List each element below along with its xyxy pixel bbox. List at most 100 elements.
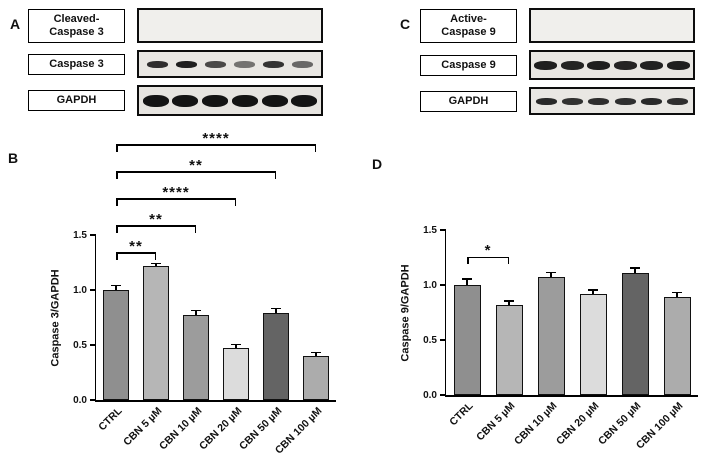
significance-bracket [116,171,276,173]
significance-bracket-end [116,145,118,152]
error-bar [634,267,636,273]
significance-bracket [116,144,316,146]
significance-bracket-end [116,226,118,233]
blot-label: Active- Caspase 9 [420,8,517,43]
significance-label: * [484,242,492,260]
blot-band [560,60,584,70]
y-tick-label: 1.0 [423,280,437,291]
western-blot-panel-c: Active- Caspase 9 Caspase 9 GAPDH [420,8,695,122]
significance-bracket-end [154,253,156,260]
blot-label: Caspase 9 [420,54,517,76]
significance-label: ** [129,237,143,255]
significance-bracket-end [116,199,118,206]
error-bar-cap [111,284,121,286]
blot-image [529,87,695,115]
blot-band [613,60,637,70]
significance-bracket-end [507,258,509,265]
error-bar-cap [588,289,598,291]
panel-a-letter: A [10,16,21,32]
blot-image [529,50,695,80]
blot-row: GAPDH [28,85,323,116]
blot-band [292,60,313,68]
blot-label: Cleaved- Caspase 3 [28,8,125,43]
y-tick-label: 1.5 [423,225,437,236]
y-axis-title: Caspase 3/GAPDH [49,268,61,367]
error-bar-cap [546,271,556,274]
bar [263,313,289,400]
significance-bracket-end [234,199,236,206]
significance-bracket [116,198,236,200]
error-bar-cap [151,262,161,264]
error-bar-cap [191,309,201,312]
x-axis [94,400,336,402]
y-tick-label: 0.0 [423,390,437,401]
blot-band [176,60,197,68]
error-bar [275,307,277,314]
error-bar-cap [311,351,321,354]
blot-image [137,50,323,78]
blot-row: Cleaved- Caspase 3 [28,8,323,43]
y-tick [439,284,445,286]
y-axis-title: Caspase 9/GAPDH [399,263,411,362]
significance-bracket-end [274,172,276,179]
panel-d-letter: D [372,156,383,172]
blot-row: Caspase 9 [420,50,695,80]
blot-band [147,60,168,68]
error-bar-cap [630,267,640,269]
y-tick [89,234,95,236]
error-bar [466,278,468,285]
blot-band [261,94,288,107]
error-bar-cap [462,278,472,280]
y-axis [444,229,446,395]
blot-band [562,97,584,105]
blot-band [614,97,636,105]
error-bar [676,291,678,298]
significance-bracket-end [194,226,196,233]
significance-bracket-end [467,258,469,265]
blot-band [666,60,690,70]
blot-band [231,94,258,107]
plot-area: 0.0 0.5 1.0 1.5 Caspase 9/GAPDH CTRL CBN 5 µM C… [399,185,698,452]
bar [537,277,565,395]
bar [183,315,209,400]
significance-bracket [467,256,509,259]
significance-label: **** [202,129,230,147]
error-bar-cap [672,291,682,294]
error-bar-cap [271,307,281,310]
bar [579,293,607,395]
blot-band [142,94,169,107]
caspase3-bar-chart: 0.0 0.5 1.0 1.5 Caspase 3/GAPDH CTRL CBN 5 µM C… [49,120,336,457]
bar [103,290,129,400]
error-bar [155,262,157,266]
panel-b-letter: B [8,150,19,166]
y-tick-label: 1.5 [73,230,87,241]
significance-label: **** [162,183,190,201]
panel-c-letter: C [400,16,411,32]
error-bar [315,351,317,356]
blot-band [536,97,558,105]
blot-row: Active- Caspase 9 [420,8,695,43]
significance-bracket [116,252,156,254]
caspase9-bar-chart: 0.0 0.5 1.0 1.5 Caspase 9/GAPDH CTRL CBN 5 µM C… [399,185,698,452]
significance-bracket [116,225,196,227]
bar [303,356,329,400]
blot-band [666,97,688,105]
bar [143,265,169,400]
error-bar-cap [231,343,241,346]
x-axis [444,395,698,397]
y-tick-label: 0.0 [73,395,87,406]
blot-image [137,85,323,116]
significance-bracket-end [314,145,316,152]
blot-row: Caspase 3 [28,50,323,78]
y-tick [89,399,95,401]
error-bar [115,284,117,290]
blot-band [263,60,284,68]
significance-bracket-end [116,172,118,179]
blot-band [588,97,610,105]
y-axis [94,234,96,400]
error-bar [235,343,237,349]
blot-band [172,94,199,107]
plot-area: 0.0 0.5 1.0 1.5 Caspase 3/GAPDH CTRL CBN 5 µM C… [49,120,336,457]
blot-label: GAPDH [420,90,517,112]
